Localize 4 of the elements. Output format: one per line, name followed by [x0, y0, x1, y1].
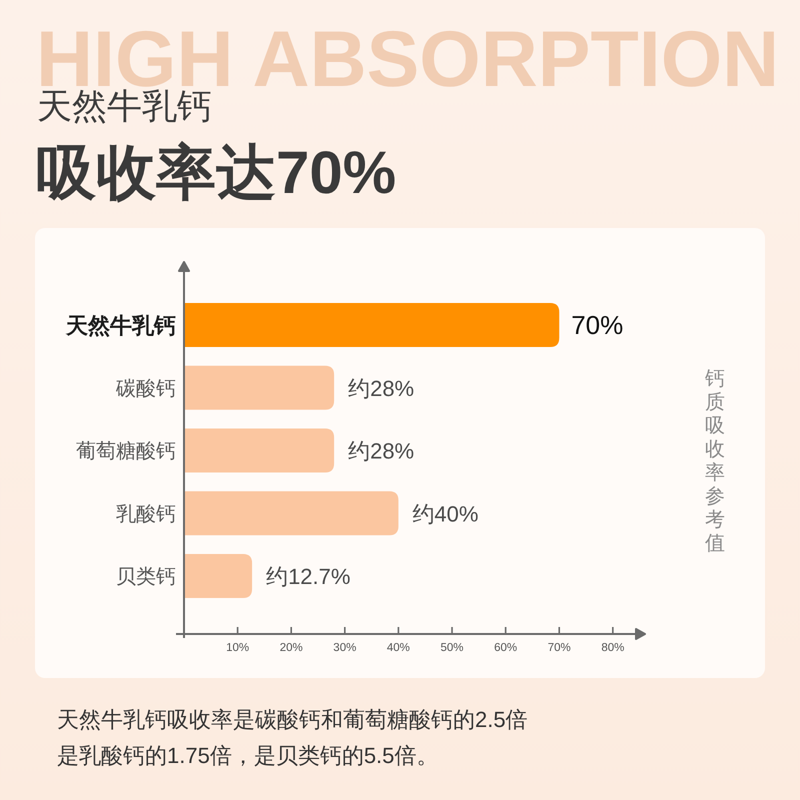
annotation: 是乳酸钙的1.75倍，是贝类钙的5.5倍。: [57, 743, 438, 768]
subtitle: 吸收率达70%: [36, 139, 396, 206]
annotation: 钙质吸收率参考值: [705, 368, 725, 554]
annotation: 天然牛乳钙吸收率是碳酸钙和葡萄糖酸钙的2.5倍: [57, 707, 528, 732]
